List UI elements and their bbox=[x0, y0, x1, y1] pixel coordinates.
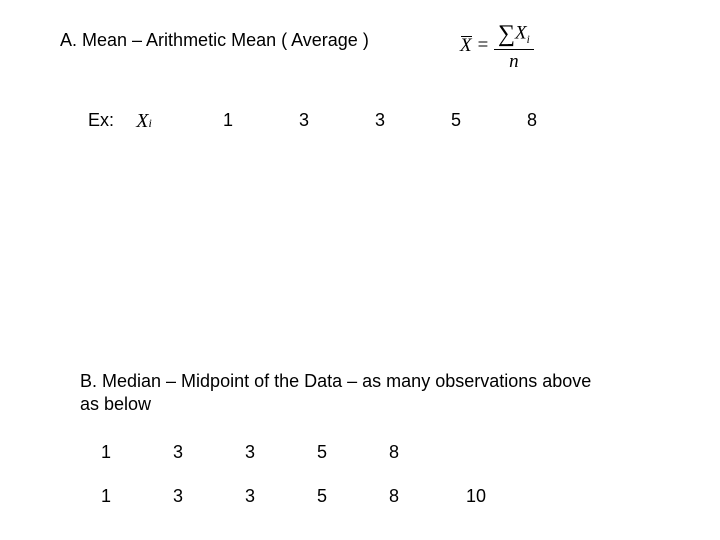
example-value: 8 bbox=[494, 110, 570, 133]
formula-sum-sub: i bbox=[527, 34, 530, 46]
formula-sum-var: X bbox=[515, 22, 527, 43]
median-value: 3 bbox=[214, 486, 286, 507]
formula-fraction: ∑Xin bbox=[494, 22, 534, 71]
median-value bbox=[430, 442, 522, 463]
example-value: 5 bbox=[418, 110, 494, 133]
heading-mean-text: A. Mean – Arithmetic Mean ( Average ) bbox=[60, 30, 369, 51]
heading-mean: A. Mean – Arithmetic Mean ( Average ) bbox=[60, 30, 369, 51]
example-value: 3 bbox=[266, 110, 342, 133]
median-value: 10 bbox=[430, 486, 522, 507]
median-value: 8 bbox=[358, 486, 430, 507]
median-value: 5 bbox=[286, 486, 358, 507]
median-value: 5 bbox=[286, 442, 358, 463]
example-variable: Xi bbox=[128, 110, 160, 133]
heading-median-text: B. Median – Midpoint of the Data – as ma… bbox=[80, 371, 591, 414]
median-value: 3 bbox=[142, 486, 214, 507]
heading-median: B. Median – Midpoint of the Data – as ma… bbox=[80, 370, 600, 417]
formula-equals: = bbox=[472, 35, 494, 56]
formula-denominator: n bbox=[494, 50, 534, 71]
median-value: 3 bbox=[142, 442, 214, 463]
example-value: 1 bbox=[190, 110, 266, 133]
example-row: Ex: Xi 1 3 3 5 8 bbox=[88, 110, 570, 133]
example-value: 3 bbox=[342, 110, 418, 133]
median-value: 8 bbox=[358, 442, 430, 463]
example-label: Ex: bbox=[88, 110, 128, 133]
median-row: 1 3 3 5 8 bbox=[70, 442, 522, 463]
mean-formula: X = ∑Xin bbox=[460, 22, 534, 71]
formula-xbar: X bbox=[460, 35, 472, 57]
median-row: 1 3 3 5 8 10 bbox=[70, 486, 522, 507]
median-value: 1 bbox=[70, 442, 142, 463]
median-value: 1 bbox=[70, 486, 142, 507]
median-value: 3 bbox=[214, 442, 286, 463]
sigma-icon: ∑ bbox=[498, 22, 515, 46]
